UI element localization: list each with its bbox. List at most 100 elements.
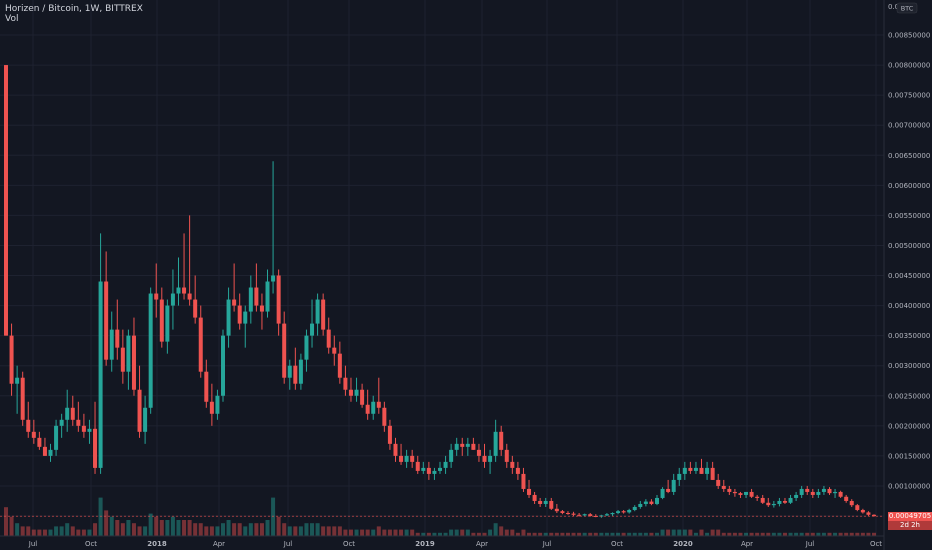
candle-body xyxy=(416,462,420,471)
candle-body xyxy=(588,514,592,516)
volume-bar xyxy=(266,520,270,536)
candle-body xyxy=(844,497,848,501)
candle-body xyxy=(304,336,308,360)
volume-bar xyxy=(455,530,459,536)
candle-body xyxy=(510,462,514,468)
candle-body xyxy=(299,360,303,384)
candle-body xyxy=(827,489,831,493)
volume-bar xyxy=(82,530,86,536)
time-tick-label: 2018 xyxy=(147,540,167,548)
candle-body xyxy=(499,432,503,450)
candle-body xyxy=(21,378,25,420)
candle-body xyxy=(494,432,498,456)
price-tick-label: 0.00750000 xyxy=(888,92,930,100)
volume-bar xyxy=(154,517,158,536)
volume-bar xyxy=(126,520,130,536)
candle-body xyxy=(483,456,487,462)
volume-bar xyxy=(349,530,353,536)
volume-bar xyxy=(232,523,236,536)
candle-body xyxy=(427,468,431,474)
candle-body xyxy=(866,512,870,514)
volume-bar xyxy=(43,530,47,536)
price-tick-label: 0.00200000 xyxy=(888,422,930,430)
candle-body xyxy=(87,429,91,432)
volume-bar xyxy=(299,526,303,536)
volume-bar xyxy=(221,523,225,536)
candle-body xyxy=(377,402,381,408)
volume-bar xyxy=(215,526,219,536)
candle-body xyxy=(850,501,854,505)
candle-body xyxy=(260,306,264,312)
candle-body xyxy=(766,503,770,505)
volume-label: Vol xyxy=(5,14,143,24)
volume-bar xyxy=(65,523,69,536)
volume-bar xyxy=(410,530,414,536)
candle-body xyxy=(249,288,253,312)
volume-bar xyxy=(460,530,464,536)
price-tick-label: 0.00550000 xyxy=(888,212,930,220)
volume-bar xyxy=(466,530,470,536)
volume-bar xyxy=(115,520,119,536)
candle-body xyxy=(60,420,64,426)
candle-body xyxy=(633,507,637,510)
candle-body xyxy=(176,288,180,294)
candle-body xyxy=(99,282,103,468)
candle-body xyxy=(811,492,815,495)
candle-body xyxy=(421,468,425,471)
candle-body xyxy=(288,366,292,378)
candle-body xyxy=(188,294,192,300)
candle-body xyxy=(355,390,359,396)
price-tick-label: 0.00150000 xyxy=(888,452,930,460)
time-tick-label: Oct xyxy=(870,540,882,548)
time-tick-label: Apr xyxy=(476,540,488,548)
candle-body xyxy=(204,372,208,402)
last-price-tag: 0.00049705 xyxy=(888,512,932,521)
candle-body xyxy=(227,300,231,336)
price-tick-label: 0.00350000 xyxy=(888,332,930,340)
candle-body xyxy=(104,282,108,360)
candle-body xyxy=(43,447,47,456)
candle-body xyxy=(327,330,331,348)
volume-bar xyxy=(238,523,242,536)
volume-bar xyxy=(494,523,498,536)
candle-body xyxy=(733,492,737,493)
candle-body xyxy=(477,450,481,456)
volume-bar xyxy=(360,530,364,536)
volume-bar xyxy=(254,523,258,536)
candle-body xyxy=(538,501,542,504)
time-tick-label: Jul xyxy=(28,540,38,548)
candle-body xyxy=(54,426,58,450)
symbol-title[interactable]: Horizen / Bitcoin, 1W, BITTREX xyxy=(5,4,143,14)
volume-bar xyxy=(666,530,670,536)
candle-body xyxy=(360,390,364,405)
candle-body xyxy=(694,468,698,471)
candle-body xyxy=(310,324,314,336)
volume-bar xyxy=(316,523,320,536)
candle-body xyxy=(438,468,442,471)
volume-bar xyxy=(188,520,192,536)
candle-body xyxy=(572,514,576,515)
candle-body xyxy=(789,498,793,503)
volume-bar xyxy=(104,510,108,536)
volume-bar xyxy=(293,526,297,536)
candle-body xyxy=(577,515,581,516)
volume-bar xyxy=(21,526,25,536)
candle-body xyxy=(688,468,692,471)
volume-bar xyxy=(488,530,492,536)
candle-body xyxy=(4,65,8,336)
candle-body xyxy=(755,497,759,498)
candle-body xyxy=(232,300,236,306)
price-tick-label: 0.00450000 xyxy=(888,272,930,280)
volume-bar xyxy=(377,526,381,536)
volume-bar xyxy=(171,517,175,536)
candle-body xyxy=(71,408,75,420)
candle-body xyxy=(393,444,397,456)
volume-bar xyxy=(260,523,264,536)
volume-bar xyxy=(32,530,36,536)
volume-bar xyxy=(71,526,75,536)
candle-body xyxy=(199,318,203,372)
candle-body xyxy=(744,492,748,495)
candle-body xyxy=(49,450,53,456)
candle-body xyxy=(505,450,509,462)
